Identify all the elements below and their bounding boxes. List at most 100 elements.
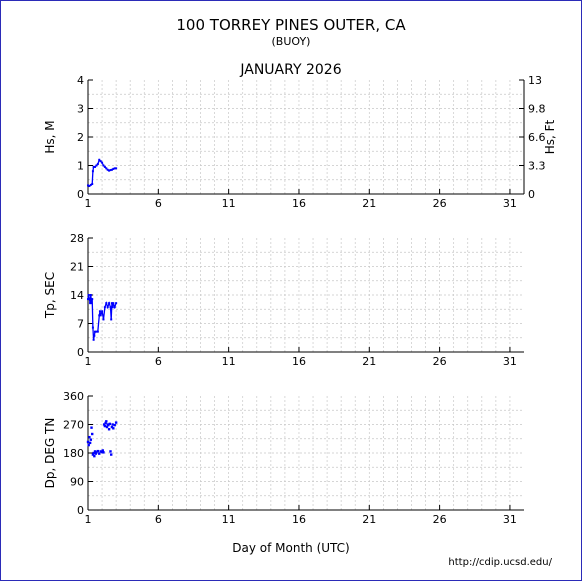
x-tick-label: 21: [362, 513, 376, 526]
data-point: [113, 306, 116, 309]
x-tick-label: 1: [85, 513, 92, 526]
data-point: [105, 420, 108, 423]
data-point: [96, 449, 100, 453]
data-point: [110, 302, 113, 305]
data-point: [92, 338, 95, 341]
data-point: [102, 423, 106, 426]
x-tick-label: 31: [503, 355, 517, 368]
x-tick-label: 31: [503, 197, 517, 210]
data-point: [93, 334, 96, 337]
data-point: [95, 451, 98, 454]
x-tick-label: 16: [292, 513, 306, 526]
y-axis-label-right: Hs, Ft: [543, 119, 557, 154]
data-point: [93, 450, 97, 453]
data-point: [96, 330, 99, 333]
data-point: [112, 302, 115, 305]
y-tick-label: 2: [77, 131, 84, 144]
data-point: [103, 165, 106, 168]
data-point: [90, 302, 93, 305]
chart-subtitle: (BUOY): [272, 35, 311, 48]
x-tick-label: 1: [85, 197, 92, 210]
data-point: [94, 452, 97, 455]
x-tick-label: 6: [155, 197, 162, 210]
data-point: [89, 183, 92, 186]
data-point: [91, 183, 94, 186]
x-tick-label: 11: [222, 197, 236, 210]
y-tick-label: 3: [77, 103, 84, 116]
x-tick-label: 11: [222, 513, 236, 526]
data-point: [114, 421, 118, 424]
data-point: [105, 167, 108, 170]
data-point: [115, 302, 118, 305]
y-tick-label: 21: [70, 261, 84, 274]
data-point: [102, 318, 105, 321]
data-point: [93, 454, 96, 458]
data-point: [89, 438, 93, 441]
y-right-tick-label: 6.6: [528, 131, 546, 144]
chart-title: 100 TORREY PINES OUTER, CA: [176, 16, 406, 34]
data-point: [98, 310, 101, 313]
data-point: [98, 158, 101, 161]
data-point: [105, 425, 109, 429]
y-axis-label: Tp, SEC: [43, 272, 57, 319]
data-point: [112, 427, 115, 430]
data-point: [87, 294, 90, 296]
x-tick-label: 16: [292, 355, 306, 368]
data-point: [107, 423, 110, 427]
data-point: [108, 422, 111, 426]
data-point: [95, 330, 98, 333]
month-label: JANUARY 2026: [239, 62, 341, 78]
data-point: [104, 421, 107, 425]
data-point: [88, 441, 92, 445]
data-point: [101, 161, 104, 164]
data-point: [89, 302, 92, 305]
data-point: [88, 435, 91, 439]
data-point: [110, 425, 114, 429]
y-tick-label: 7: [77, 318, 84, 331]
data-point: [91, 170, 94, 173]
data-point: [92, 451, 95, 455]
x-tick-label: 11: [222, 355, 236, 368]
data-point: [109, 306, 112, 309]
x-tick-label: 6: [155, 355, 162, 368]
data-point: [102, 164, 105, 167]
data-point: [94, 165, 97, 168]
y-tick-label: 180: [63, 447, 84, 460]
x-tick-label: 6: [155, 513, 162, 526]
data-point: [91, 432, 94, 436]
data-point: [101, 449, 104, 452]
x-tick-label: 26: [433, 197, 447, 210]
data-point: [109, 450, 112, 453]
data-point: [87, 443, 90, 447]
x-tick-label: 26: [433, 513, 447, 526]
x-tick-label: 16: [292, 197, 306, 210]
data-point: [102, 451, 105, 454]
y-right-tick-label: 3.3: [528, 160, 546, 173]
data-point: [111, 306, 114, 309]
data-point: [92, 165, 95, 168]
data-point: [94, 330, 97, 333]
x-tick-label: 21: [362, 197, 376, 210]
data-point: [88, 185, 91, 188]
series-line: [87, 294, 117, 340]
data-point: [110, 318, 113, 321]
data-point: [107, 428, 111, 431]
data-point: [110, 453, 113, 456]
x-tick-label: 31: [503, 513, 517, 526]
data-point: [95, 164, 98, 167]
y-axis-label: Hs, M: [43, 120, 57, 153]
data-point: [110, 168, 113, 171]
data-point: [105, 302, 108, 305]
data-point: [106, 168, 109, 171]
y-right-tick-label: 13: [528, 74, 542, 87]
y-tick-label: 270: [63, 419, 84, 432]
data-point: [108, 169, 111, 172]
data-point: [91, 453, 95, 456]
data-point: [101, 310, 104, 313]
data-point: [86, 440, 90, 444]
data-point: [99, 450, 102, 453]
data-point: [100, 450, 104, 454]
